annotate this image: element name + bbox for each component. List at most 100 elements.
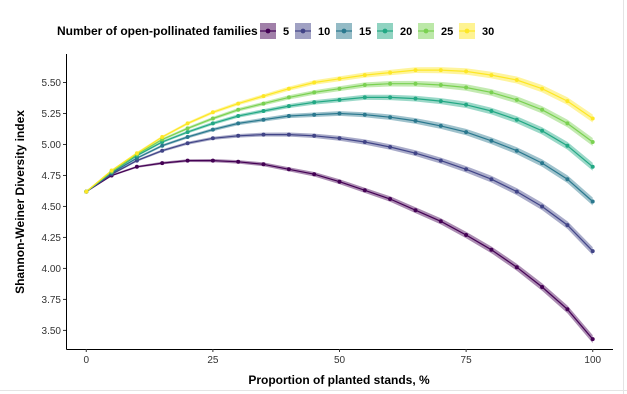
data-point-20	[540, 128, 545, 133]
data-point-25	[312, 90, 317, 95]
data-point-30	[84, 189, 89, 194]
data-point-5	[540, 285, 545, 289]
legend-item-30: 30	[459, 23, 494, 39]
data-point-15	[185, 135, 190, 139]
data-point-15	[438, 123, 443, 128]
data-point-15	[565, 177, 570, 182]
y-tick-label: 5.25	[42, 109, 62, 120]
data-point-15	[540, 161, 545, 166]
data-point-10	[210, 136, 215, 141]
y-tick-label: 4.75	[42, 171, 62, 182]
data-point-25	[489, 90, 494, 95]
data-point-10	[185, 141, 190, 146]
data-point-20	[286, 104, 291, 109]
confidence-band-30	[86, 67, 593, 193]
data-point-5	[185, 158, 190, 163]
legend-key-point	[341, 28, 347, 34]
data-point-5	[438, 219, 443, 224]
x-tick-label: 75	[461, 355, 473, 366]
data-point-10	[590, 249, 595, 254]
data-point-30	[337, 76, 342, 81]
data-point-30	[286, 86, 291, 91]
data-point-15	[489, 138, 494, 143]
data-point-10	[489, 177, 494, 182]
data-point-20	[236, 114, 241, 118]
data-point-10	[286, 132, 291, 137]
data-point-30	[514, 78, 519, 82]
y-tick-label: 4.25	[42, 233, 62, 244]
data-point-25	[590, 140, 595, 144]
data-point-25	[210, 116, 215, 121]
data-point-20	[590, 164, 595, 169]
data-point-20	[362, 95, 367, 100]
data-point-5	[160, 161, 165, 166]
data-point-25	[236, 107, 241, 112]
data-point-5	[210, 158, 215, 163]
x-tick-label: 100	[584, 355, 601, 366]
data-point-30	[540, 86, 545, 91]
data-point-10	[236, 133, 241, 138]
data-point-25	[388, 81, 393, 86]
data-point-25	[362, 83, 367, 87]
x-tick-label: 50	[334, 355, 346, 366]
data-point-30	[261, 94, 266, 99]
data-point-15	[464, 130, 469, 135]
data-point-15	[337, 111, 342, 116]
legend-item-25: 25	[418, 23, 453, 39]
data-point-5	[286, 167, 291, 172]
legend-label: 5	[283, 26, 289, 38]
data-point-25	[185, 126, 190, 131]
data-point-25	[286, 95, 291, 100]
data-point-5	[134, 164, 139, 169]
data-point-5	[312, 172, 317, 177]
data-point-25	[464, 85, 469, 90]
data-point-30	[312, 80, 317, 85]
data-point-15	[261, 117, 266, 122]
data-point-15	[388, 115, 393, 120]
data-point-5	[362, 188, 367, 193]
series-points	[84, 68, 595, 342]
y-tick-label: 5.50	[42, 78, 62, 89]
data-point-30	[388, 70, 393, 75]
legend-item-10: 10	[295, 23, 330, 39]
confidence-bands	[86, 67, 593, 344]
data-point-15	[514, 148, 519, 153]
data-point-5	[388, 197, 393, 201]
data-point-10	[438, 158, 443, 163]
x-axis-ticks: 0 25 50 75 100	[83, 349, 602, 366]
data-point-20	[464, 102, 469, 107]
data-point-10	[540, 204, 545, 209]
data-point-25	[261, 101, 266, 106]
data-point-10	[565, 223, 570, 228]
data-point-5	[464, 233, 469, 237]
data-point-10	[514, 189, 519, 194]
legend-key-point	[300, 28, 306, 34]
data-point-10	[362, 140, 367, 144]
data-point-20	[185, 130, 190, 135]
data-point-30	[185, 121, 190, 126]
data-point-20	[489, 109, 494, 113]
x-axis-title: Proportion of planted stands, %	[248, 373, 430, 387]
y-tick-label: 3.75	[42, 295, 62, 306]
data-point-30	[362, 73, 367, 78]
legend-item-20: 20	[377, 23, 412, 39]
data-point-10	[160, 148, 165, 153]
data-point-30	[134, 151, 139, 156]
series-lines	[85, 69, 594, 340]
data-point-5	[337, 179, 342, 184]
data-point-5	[236, 159, 241, 164]
data-point-15	[236, 121, 241, 126]
data-point-10	[337, 136, 342, 141]
y-axis-ticks: 3.50 3.75 4.00 4.25 4.50 4.75 5.00 5.25 5.50	[42, 78, 66, 337]
data-point-15	[160, 143, 165, 148]
data-point-5	[514, 265, 519, 270]
legend-label: 10	[318, 26, 330, 38]
data-point-20	[388, 95, 393, 100]
plot-area	[84, 67, 595, 344]
data-point-20	[210, 121, 215, 126]
data-point-25	[337, 86, 342, 91]
data-point-15	[286, 114, 291, 118]
data-point-30	[464, 69, 469, 74]
x-tick-label: 0	[83, 355, 89, 366]
legend-item-15: 15	[336, 23, 371, 39]
